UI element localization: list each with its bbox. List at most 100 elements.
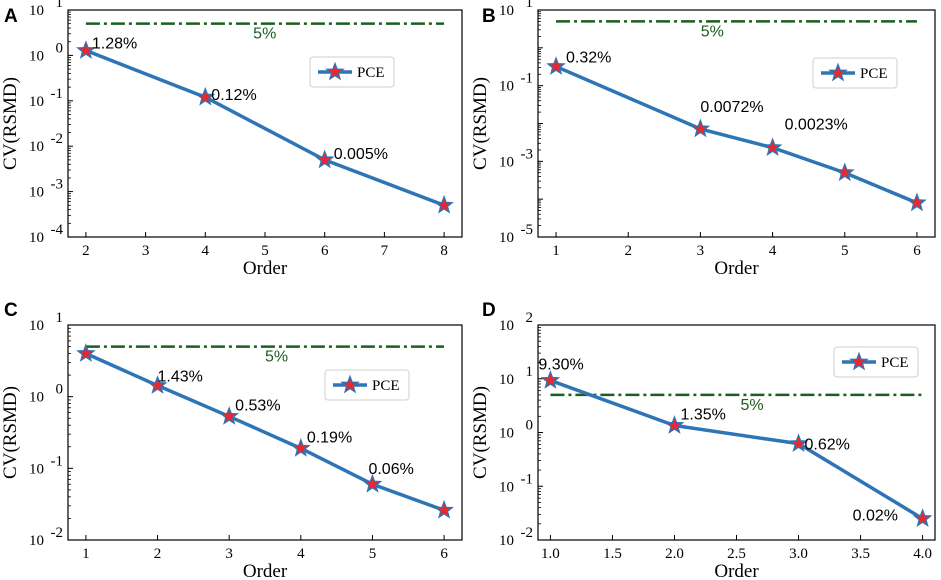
legend-label: PCE xyxy=(372,378,400,394)
legend-label: PCE xyxy=(860,66,888,82)
y-tick-label: 10 xyxy=(29,185,44,201)
series-line-pce xyxy=(85,351,445,512)
data-point xyxy=(912,508,933,527)
x-tick-label: 3.5 xyxy=(851,546,870,562)
x-tick-label: 7 xyxy=(381,243,389,259)
x-tick-label: 2.0 xyxy=(665,546,684,562)
data-label: 0.19% xyxy=(307,429,352,446)
data-label: 0.06% xyxy=(368,461,413,478)
x-tick-label: 3 xyxy=(225,546,233,562)
legend: PCE xyxy=(833,346,919,378)
y-tick-exponent: -3 xyxy=(521,146,534,162)
x-tick-label: 5 xyxy=(369,546,377,562)
y-tick-exponent: 1 xyxy=(526,364,534,380)
y-tick-exponent: 0 xyxy=(56,40,64,56)
x-tick-label: 1 xyxy=(82,546,90,562)
x-tick-label: 4 xyxy=(297,546,305,562)
x-axis-label: Order xyxy=(243,561,288,580)
x-tick-label: 5 xyxy=(841,243,849,259)
data-point xyxy=(362,473,383,493)
y-axis-label: CV(RSMD) xyxy=(0,77,21,170)
panel-label: D xyxy=(482,300,496,321)
x-tick-label: 4 xyxy=(202,243,210,259)
y-tick-label: 10 xyxy=(499,154,514,170)
data-point xyxy=(195,86,216,106)
y-tick-label: 10 xyxy=(29,139,44,155)
x-tick-label: 6 xyxy=(440,546,448,562)
data-label: 1.35% xyxy=(680,406,725,423)
x-tick-label: 4.0 xyxy=(913,546,932,562)
data-point xyxy=(147,375,168,394)
data-point xyxy=(434,194,454,214)
panel-A: A 2 3 4 5 6 7 8 10 -4 10 -3 10 -2 10 -1 10 0 10 1 Order CV(RS… xyxy=(0,0,463,279)
y-tick-exponent: -1 xyxy=(521,71,534,87)
y-tick-exponent: 1 xyxy=(56,310,64,326)
legend-label: PCE xyxy=(881,355,909,371)
axes-frame xyxy=(537,9,936,238)
panel-D: D 1.0 1.5 2.0 2.5 3.0 3.5 4.0 10 -2 10 -1 10 0 10 1 10 2 O… xyxy=(470,300,936,580)
x-tick-label: 3.0 xyxy=(789,546,808,562)
y-tick-exponent: -4 xyxy=(51,222,64,238)
axes-frame xyxy=(67,324,463,541)
data-label: 0.53% xyxy=(235,397,280,414)
y-tick-label: 10 xyxy=(29,533,44,549)
y-tick-exponent: -5 xyxy=(521,222,534,238)
y-axis-label: CV(RSMD) xyxy=(470,386,491,479)
data-label: 0.005% xyxy=(334,146,388,163)
y-tick-label: 10 xyxy=(499,318,514,334)
y-tick-exponent: 2 xyxy=(526,310,534,326)
y-tick-label: 10 xyxy=(29,318,44,334)
y-tick-exponent: 1 xyxy=(56,0,64,11)
data-label: 0.0072% xyxy=(700,99,763,116)
y-tick-label: 10 xyxy=(29,230,44,246)
y-tick-exponent: -3 xyxy=(51,177,64,193)
panel-B: B 1 2 3 4 5 6 10 -5 10 -3 10 -1 10 1 Order CV(RSMD) 5% 0.3… xyxy=(470,0,936,279)
data-point xyxy=(546,56,566,75)
x-tick-label: 1.5 xyxy=(603,546,622,562)
y-tick-label: 10 xyxy=(29,48,44,64)
data-label: 9.30% xyxy=(538,356,583,373)
y-tick-label: 10 xyxy=(499,372,514,388)
y-tick-exponent: -1 xyxy=(51,86,64,102)
y-tick-label: 10 xyxy=(499,79,514,95)
data-point xyxy=(690,118,711,138)
y-tick-exponent: -1 xyxy=(51,453,64,469)
x-tick-label: 3 xyxy=(697,243,705,259)
panel-C: C 1 2 3 4 5 6 10 -2 10 -1 10 0 10 1 Order CV(RSMD) 5% 1.43… xyxy=(0,300,463,580)
data-label: 0.32% xyxy=(566,50,611,67)
data-label: 1.28% xyxy=(92,36,137,53)
data-label: 0.12% xyxy=(211,87,256,104)
series-line-pce xyxy=(85,48,445,207)
y-tick-exponent: 0 xyxy=(56,382,64,398)
legend-marker xyxy=(325,61,345,81)
data-label: 0.02% xyxy=(853,508,898,525)
x-axis-label: Order xyxy=(243,258,288,279)
y-tick-label: 10 xyxy=(499,3,514,19)
y-tick-exponent: 1 xyxy=(526,0,534,11)
data-point xyxy=(834,162,855,182)
data-point xyxy=(540,370,561,389)
y-axis-label: CV(RSMD) xyxy=(470,77,491,170)
threshold-label: 5% xyxy=(265,349,288,366)
y-tick-label: 10 xyxy=(499,479,514,495)
panel-label: C xyxy=(4,300,18,321)
legend: PCE xyxy=(309,56,395,88)
y-tick-exponent: -2 xyxy=(51,131,64,147)
y-tick-exponent: -1 xyxy=(521,471,534,487)
x-tick-label: 6 xyxy=(913,243,921,259)
y-tick-label: 10 xyxy=(499,533,514,549)
data-point xyxy=(314,149,335,169)
y-axis-label: CV(RSMD) xyxy=(0,386,21,479)
panel-label: B xyxy=(482,6,496,27)
data-point xyxy=(907,192,927,212)
data-point xyxy=(762,137,783,157)
x-axis-label: Order xyxy=(714,561,759,580)
y-tick-label: 10 xyxy=(29,94,44,110)
data-point xyxy=(664,415,685,434)
x-tick-label: 2 xyxy=(624,243,632,259)
y-tick-label: 10 xyxy=(29,390,44,406)
series-line-pce xyxy=(549,378,924,521)
threshold-label: 5% xyxy=(701,23,724,40)
data-label: 1.43% xyxy=(158,369,203,386)
